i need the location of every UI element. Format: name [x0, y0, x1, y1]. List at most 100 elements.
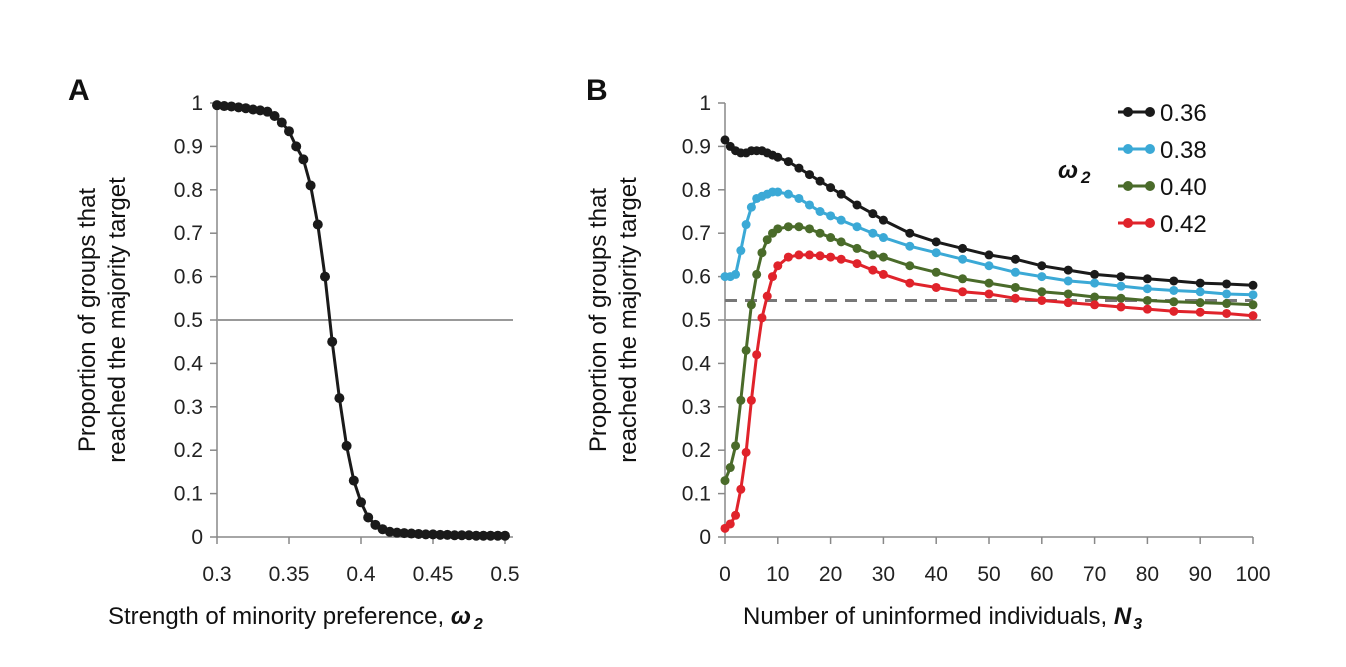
panel-a: A 00.10.20.30.40.50.60.70.80.91 0.3 0.35 0… — [68, 74, 520, 633]
data-point — [905, 241, 915, 251]
data-point — [958, 287, 968, 297]
data-point — [731, 269, 741, 279]
data-point — [471, 530, 482, 541]
data-point — [852, 200, 862, 210]
data-point — [752, 350, 762, 360]
panel-b-x-ticks: 0 10 20 30 40 50 60 70 80 90 100 — [719, 537, 1271, 586]
data-point — [762, 235, 772, 245]
data-point — [746, 300, 756, 310]
panel-b-label: B — [586, 74, 608, 107]
x-tick-label: 0.3 — [202, 563, 231, 586]
legend-marker — [1123, 107, 1133, 117]
data-point — [852, 259, 862, 269]
data-point — [852, 222, 862, 232]
data-point — [1116, 272, 1126, 282]
data-point — [1010, 254, 1020, 264]
data-point — [736, 246, 746, 256]
data-point — [492, 530, 503, 541]
data-point — [741, 447, 751, 457]
series-line — [724, 253, 1254, 530]
y-tick-label: 0.3 — [682, 396, 711, 419]
y-tick-label: 0.8 — [682, 179, 711, 202]
data-point — [731, 441, 741, 451]
data-point — [399, 528, 410, 539]
data-point — [878, 269, 888, 279]
data-point — [1037, 272, 1047, 282]
panel-b: B 0 0.1 0.2 0.3 0.4 0.5 0.6 0.7 0.8 0.9 1 0 10 20 30 4… — [585, 74, 1271, 633]
data-point — [794, 250, 804, 260]
legend-marker — [1123, 144, 1133, 154]
data-point — [958, 243, 968, 253]
x-tick-label: 0 — [719, 563, 731, 586]
y-tick-label: 0.5 — [174, 309, 203, 332]
data-point — [1010, 293, 1020, 303]
data-point — [1090, 269, 1100, 279]
panel-a-x-label-symbol: ω — [451, 603, 471, 630]
data-point — [836, 254, 846, 264]
data-point — [1063, 289, 1073, 299]
legend-marker — [1123, 181, 1133, 191]
data-point — [804, 224, 814, 234]
data-point — [428, 529, 438, 540]
data-point — [984, 278, 994, 288]
data-point — [757, 313, 767, 323]
x-tick-label: 40 — [925, 563, 948, 586]
data-point — [868, 250, 878, 260]
data-point — [1063, 265, 1073, 275]
data-point — [284, 126, 294, 137]
legend-marker — [1145, 107, 1155, 117]
series-0.36 — [720, 135, 1258, 290]
data-point — [773, 187, 783, 197]
panel-b-y-label: Proportion of groups that — [585, 188, 612, 452]
y-tick-label: 0.1 — [682, 483, 711, 506]
data-point — [905, 278, 915, 288]
x-tick-label: 0.4 — [346, 563, 376, 586]
data-point — [320, 271, 330, 282]
data-point — [826, 211, 836, 221]
data-point — [1142, 284, 1152, 294]
data-point — [1037, 261, 1047, 271]
x-tick-label: 30 — [872, 563, 895, 586]
data-point — [1169, 306, 1179, 316]
data-point — [1169, 285, 1179, 295]
legend-marker — [1145, 181, 1155, 191]
data-point — [736, 395, 746, 405]
data-point — [1142, 295, 1152, 305]
y-tick-label: 0.5 — [682, 309, 711, 332]
data-point — [500, 530, 510, 541]
data-point — [1037, 295, 1047, 305]
x-tick-label: 10 — [766, 563, 789, 586]
data-point — [442, 529, 453, 540]
data-point — [370, 519, 381, 530]
series-line — [723, 225, 1254, 482]
y-tick-label: 0.7 — [682, 222, 711, 245]
data-point — [725, 519, 735, 529]
data-point — [752, 269, 762, 279]
data-point — [878, 252, 888, 262]
data-point — [1090, 292, 1100, 302]
y-tick-label: 0.8 — [174, 179, 203, 202]
data-point — [276, 117, 287, 128]
data-point — [768, 272, 778, 282]
x-tick-label: 50 — [977, 563, 1000, 586]
data-point — [1116, 302, 1126, 312]
data-point — [794, 163, 804, 173]
data-point — [1195, 287, 1205, 297]
data-point — [334, 393, 345, 404]
data-point — [1142, 274, 1152, 284]
y-tick-label: 0.9 — [174, 135, 203, 158]
data-point — [1222, 308, 1232, 318]
data-point — [931, 248, 941, 258]
panel-b-y-label-2: reached the majority target — [615, 177, 642, 463]
panel-a-points — [212, 100, 510, 541]
data-point — [1248, 300, 1258, 310]
data-point — [348, 475, 359, 486]
data-point — [1116, 293, 1126, 303]
x-tick-label: 70 — [1083, 563, 1106, 586]
y-tick-label: 0.1 — [174, 483, 203, 506]
data-point — [449, 530, 460, 541]
data-point — [783, 222, 793, 232]
